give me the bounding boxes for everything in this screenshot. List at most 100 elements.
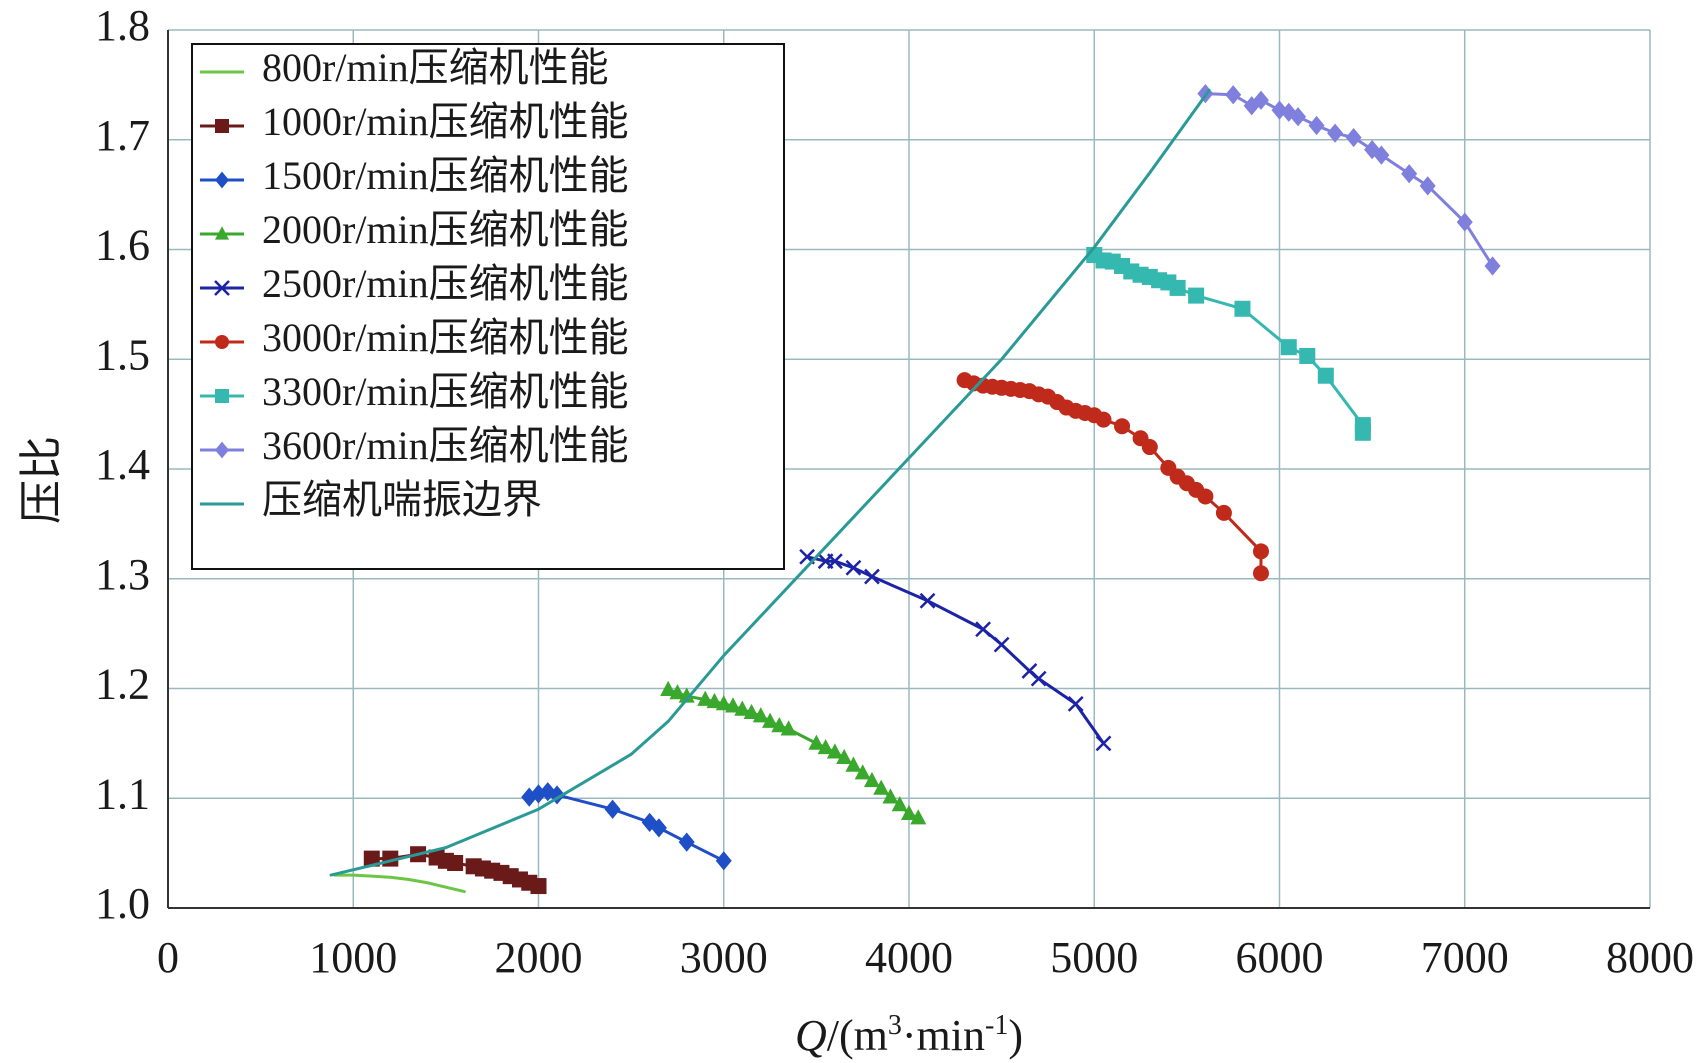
- marker-x: [919, 592, 936, 609]
- marker-diamond: [1280, 102, 1297, 122]
- marker-square: [1234, 300, 1251, 317]
- marker-diamond: [1401, 164, 1418, 184]
- marker-circle: [1197, 488, 1214, 505]
- x-tick-label: 2000: [495, 933, 583, 982]
- marker-diamond: [604, 799, 621, 819]
- marker-triangle: [660, 680, 677, 696]
- series-6: [956, 372, 1269, 582]
- legend-item: 3000r/min压缩机性能: [200, 315, 629, 360]
- legend-item: 3300r/min压缩机性能: [200, 369, 629, 414]
- x-axis-title-post: ): [1008, 1011, 1023, 1060]
- marker-triangle: [901, 804, 917, 821]
- marker-square: [530, 878, 547, 895]
- marker-triangle: [743, 703, 760, 720]
- marker-diamond: [539, 782, 556, 802]
- marker-x: [827, 553, 843, 570]
- series-2: [363, 846, 547, 895]
- y-tick-label: 1.7: [95, 111, 150, 160]
- marker-diamond: [1484, 256, 1501, 276]
- marker-diamond: [1373, 145, 1390, 165]
- marker-triangle: [863, 771, 880, 788]
- y-tick-label: 1.4: [95, 440, 150, 489]
- series-7: [1086, 246, 1371, 441]
- marker-square: [1188, 287, 1205, 304]
- marker-triangle: [678, 687, 695, 703]
- marker-x: [845, 559, 862, 576]
- marker-triangle: [882, 788, 899, 804]
- y-tick-label: 1.8: [95, 1, 150, 50]
- legend-item: 1000r/min压缩机性能: [200, 99, 629, 144]
- marker-triangle: [854, 764, 871, 780]
- marker-circle: [1095, 411, 1112, 428]
- legend-item: 800r/min压缩机性能: [200, 45, 609, 90]
- x-tick-label: 5000: [1050, 933, 1138, 982]
- marker-square: [215, 119, 229, 133]
- series-1: [333, 873, 466, 894]
- x-tick-label: 1000: [309, 933, 397, 982]
- marker-square: [1317, 367, 1334, 384]
- y-tick-label: 1.6: [95, 221, 150, 270]
- marker-circle: [1252, 565, 1269, 582]
- x-tick-label: 7000: [1421, 933, 1509, 982]
- x-tick-label: 3000: [680, 933, 768, 982]
- marker-x: [214, 280, 230, 296]
- marker-triangle: [669, 684, 686, 700]
- legend-label: 800r/min压缩机性能: [262, 45, 609, 90]
- axes: [167, 30, 1650, 909]
- marker-diamond: [715, 851, 732, 871]
- marker-circle: [1215, 504, 1232, 521]
- series-line: [333, 873, 466, 894]
- series-9: [329, 88, 1211, 877]
- marker-diamond: [1308, 115, 1325, 136]
- y-tick-labels: 1.0 1.1 1.2 1.3 1.4 1.5 1.6 1.7 1.8: [95, 1, 150, 928]
- marker-triangle: [826, 743, 843, 759]
- marker-triangle: [215, 226, 229, 240]
- legend-item: 2000r/min压缩机性能: [200, 207, 629, 252]
- x-axis-title-sup1: 3: [888, 1010, 902, 1041]
- marker-diamond: [1345, 127, 1362, 148]
- marker-diamond: [1252, 90, 1269, 110]
- marker-triangle: [817, 738, 834, 755]
- y-tick-label: 1.5: [95, 330, 150, 379]
- marker-diamond: [1327, 123, 1344, 143]
- legend-label: 压缩机喘振边界: [262, 477, 542, 522]
- marker-triangle: [808, 734, 825, 750]
- legend-item: 2500r/min压缩机性能: [200, 261, 629, 306]
- x-tick-labels: 0 1000 2000 3000 4000 5000 6000 7000 8000: [157, 933, 1694, 982]
- marker-square: [363, 850, 380, 867]
- x-axis-title-var: Q: [795, 1011, 827, 1060]
- legend-label: 2000r/min压缩机性能: [262, 207, 629, 252]
- marker-square: [215, 389, 229, 403]
- x-axis-title-mid: ·min: [902, 1011, 985, 1060]
- series-5: [799, 548, 1112, 752]
- marker-triangle: [706, 692, 723, 709]
- marker-diamond: [215, 441, 229, 459]
- legend-item: 1500r/min压缩机性能: [200, 153, 629, 198]
- marker-triangle: [780, 720, 797, 736]
- plot-area: [329, 84, 1501, 895]
- marker-diamond: [678, 832, 695, 852]
- marker-triangle: [734, 700, 751, 716]
- legend-item: 压缩机喘振边界: [200, 477, 542, 522]
- marker-diamond: [215, 171, 229, 189]
- series-3: [521, 782, 732, 871]
- x-axis-title-pre: /(m: [827, 1011, 888, 1060]
- x-tick-label: 0: [157, 933, 179, 982]
- marker-triangle: [752, 707, 769, 723]
- y-tick-label: 1.0: [95, 879, 150, 928]
- marker-diamond: [1290, 107, 1307, 127]
- marker-circle: [1114, 418, 1131, 435]
- marker-diamond: [521, 787, 538, 807]
- x-tick-label: 8000: [1606, 933, 1694, 982]
- series-8: [1197, 84, 1501, 276]
- x-axis-title: Q/(m3·min-1): [795, 1010, 1023, 1060]
- marker-triangle: [891, 796, 908, 812]
- marker-triangle: [836, 748, 853, 765]
- x-tick-label: 6000: [1236, 933, 1324, 982]
- legend-label: 3300r/min压缩机性能: [262, 369, 629, 414]
- marker-square: [1299, 347, 1316, 364]
- marker-diamond: [1225, 85, 1242, 105]
- marker-diamond: [650, 818, 667, 838]
- marker-triangle: [771, 717, 788, 733]
